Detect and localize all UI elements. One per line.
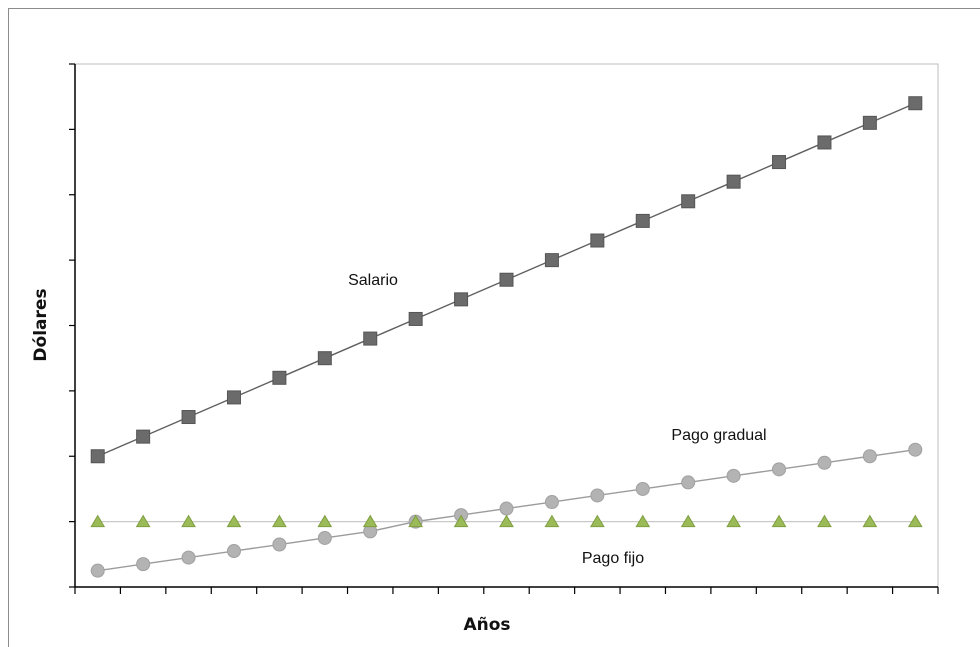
point-pago-fijo: [317, 514, 333, 528]
point-salario: [90, 449, 105, 464]
point-pago-gradual: [726, 468, 741, 483]
axes: [69, 63, 939, 594]
point-salario: [908, 96, 923, 111]
point-pago-gradual: [272, 537, 287, 552]
point-pago-gradual: [772, 462, 787, 477]
point-salario: [454, 292, 469, 307]
y-axis-label: Dólares: [31, 288, 51, 361]
point-pago-gradual: [862, 449, 877, 464]
point-salario: [772, 155, 787, 170]
point-pago-gradual: [544, 495, 559, 510]
point-pago-fijo: [181, 514, 196, 528]
point-salario: [317, 351, 332, 366]
point-pago-fijo: [817, 514, 832, 528]
point-salario: [226, 390, 241, 405]
point-pago-gradual: [317, 530, 332, 545]
point-salario: [544, 253, 559, 268]
point-salario: [590, 233, 605, 248]
series-label-pago-gradual: Pago gradual: [671, 427, 766, 444]
point-pago-fijo: [771, 514, 787, 528]
point-salario: [363, 331, 378, 346]
point-pago-fijo: [907, 514, 923, 528]
point-pago-gradual: [90, 563, 105, 578]
point-pago-fijo: [680, 514, 696, 528]
point-salario: [408, 311, 423, 326]
point-pago-fijo: [362, 514, 378, 528]
point-pago-gradual: [499, 501, 514, 516]
point-salario: [272, 370, 287, 385]
series-label-salario: Salario: [348, 272, 398, 289]
series-label-pago-fijo: Pago fijo: [582, 550, 644, 567]
point-salario: [136, 429, 151, 444]
point-pago-fijo: [862, 514, 878, 528]
chart-frame: [8, 8, 980, 647]
point-salario: [181, 410, 196, 425]
point-pago-fijo: [635, 514, 651, 528]
point-pago-gradual: [681, 475, 696, 490]
x-axis-label: Años: [463, 615, 510, 635]
point-pago-gradual: [226, 544, 241, 559]
point-pago-gradual: [635, 481, 650, 496]
point-pago-fijo: [499, 514, 514, 528]
point-salario: [862, 115, 877, 130]
point-pago-gradual: [136, 557, 151, 572]
point-salario: [726, 174, 741, 189]
point-pago-fijo: [226, 514, 242, 528]
point-salario: [499, 272, 514, 287]
point-pago-fijo: [453, 514, 469, 528]
point-pago-fijo: [90, 514, 106, 528]
series-lines: [97, 102, 916, 572]
point-pago-gradual: [590, 488, 605, 503]
point-salario: [681, 194, 696, 209]
point-pago-fijo: [272, 514, 287, 528]
series-markers: [90, 96, 923, 578]
point-pago-fijo: [135, 514, 151, 528]
point-pago-fijo: [544, 514, 560, 528]
point-pago-fijo: [408, 514, 424, 528]
point-pago-gradual: [908, 442, 923, 457]
point-pago-fijo: [726, 514, 741, 528]
point-salario: [817, 135, 832, 150]
point-pago-gradual: [181, 550, 196, 565]
point-pago-gradual: [817, 455, 832, 470]
point-pago-fijo: [589, 514, 605, 528]
point-salario: [635, 213, 650, 228]
